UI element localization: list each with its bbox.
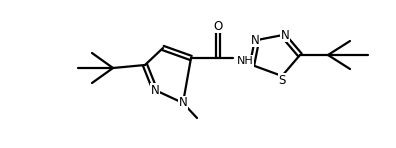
Text: N: N <box>251 33 259 46</box>
Text: N: N <box>179 96 187 110</box>
Text: S: S <box>278 74 286 86</box>
Text: N: N <box>150 83 159 96</box>
Text: N: N <box>281 29 289 41</box>
Text: NH: NH <box>237 56 254 66</box>
Text: O: O <box>213 20 223 33</box>
